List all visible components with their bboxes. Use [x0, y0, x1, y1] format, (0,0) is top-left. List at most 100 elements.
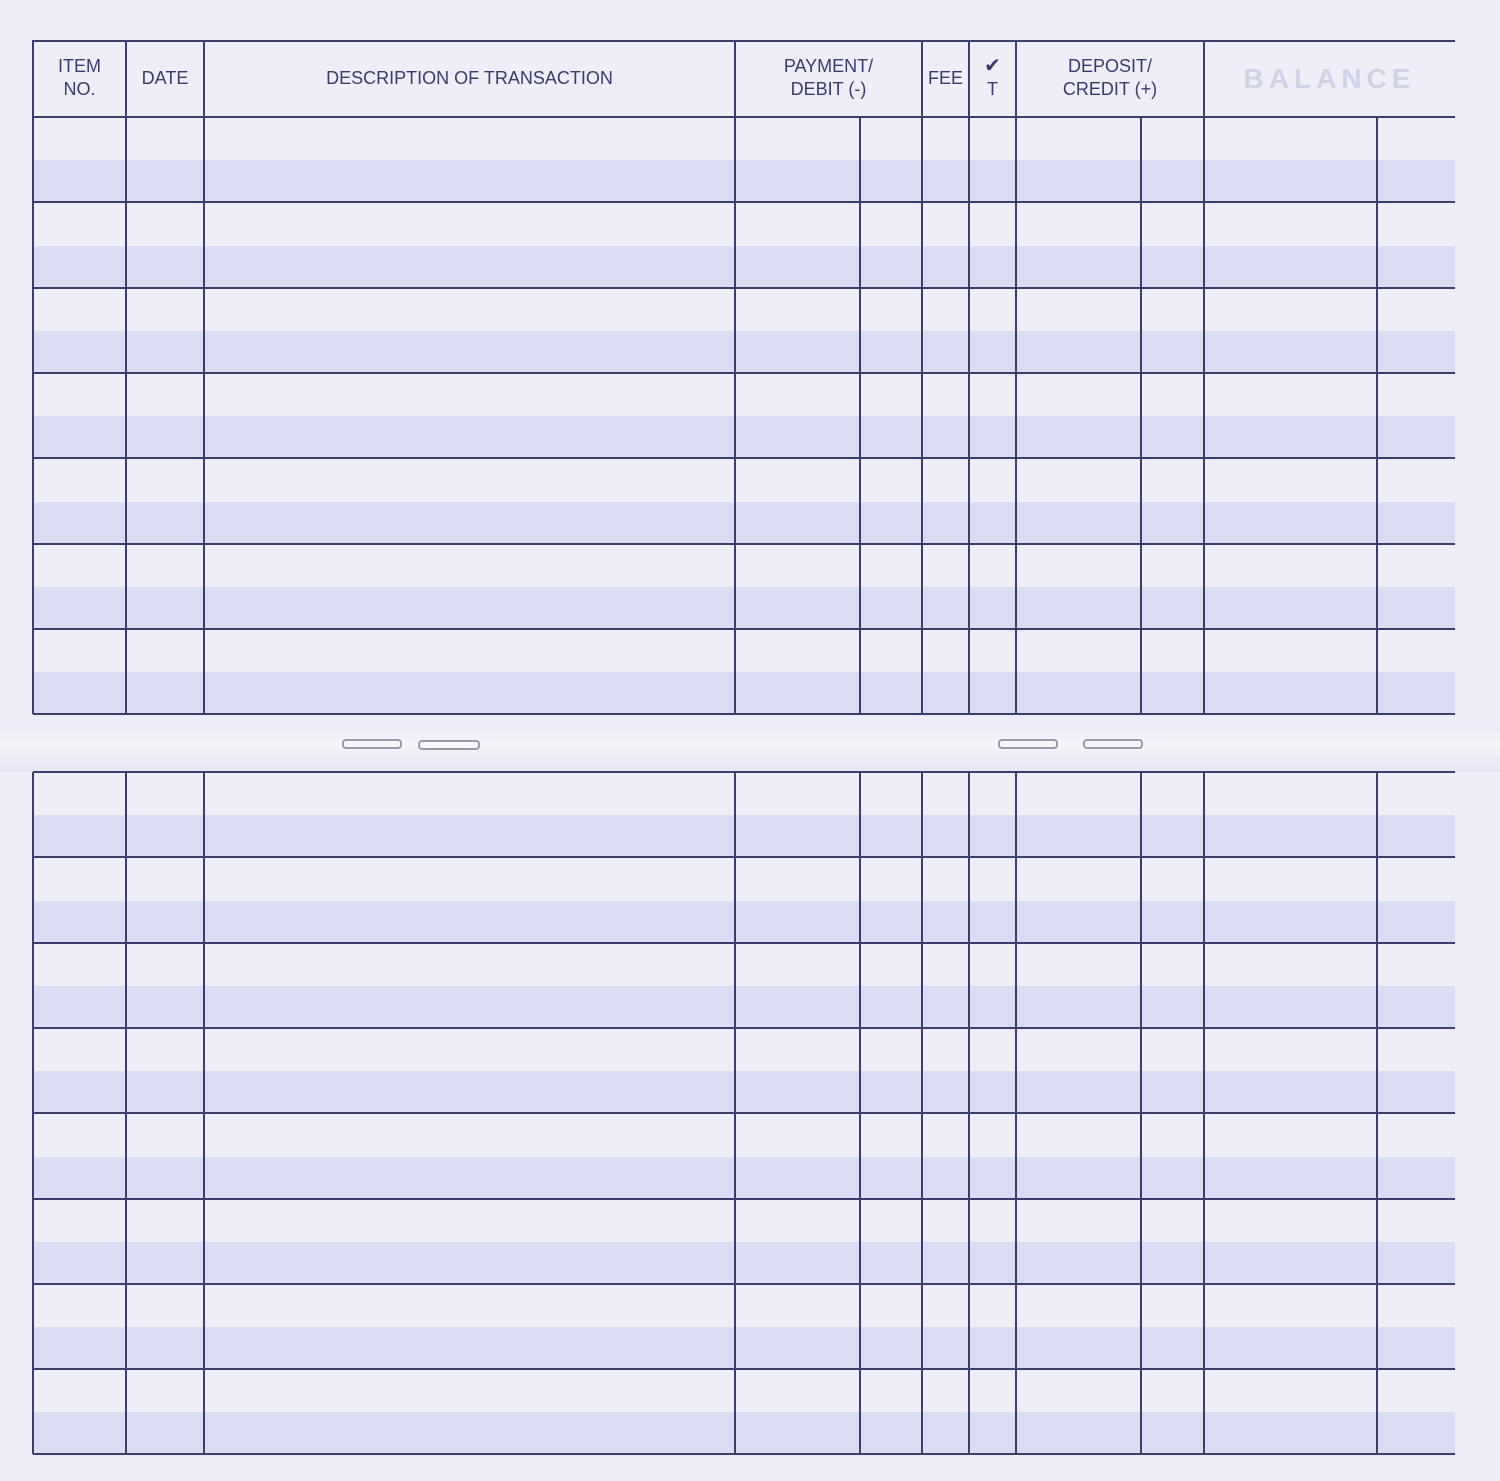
cell-balance-cents[interactable]: [1377, 544, 1455, 629]
cell-fee[interactable]: [922, 857, 969, 942]
cell-deposit-cents[interactable]: [1141, 772, 1204, 857]
cell-payment-cents[interactable]: [860, 857, 922, 942]
cell-date[interactable]: [126, 373, 204, 458]
cell-description[interactable]: [204, 943, 735, 1028]
cell-item-no[interactable]: [33, 629, 126, 714]
cell-item-no[interactable]: [33, 943, 126, 1028]
cell-item-no[interactable]: [33, 857, 126, 942]
cell-balance-dollars[interactable]: [1204, 1113, 1377, 1198]
cell-date[interactable]: [126, 629, 204, 714]
cell-description[interactable]: [204, 544, 735, 629]
cell-cleared[interactable]: [969, 544, 1016, 629]
cell-description[interactable]: [204, 117, 735, 202]
cell-fee[interactable]: [922, 458, 969, 543]
cell-cleared[interactable]: [969, 1113, 1016, 1198]
cell-deposit-cents[interactable]: [1141, 1028, 1204, 1113]
cell-item-no[interactable]: [33, 1369, 126, 1454]
cell-item-no[interactable]: [33, 772, 126, 857]
cell-payment-cents[interactable]: [860, 202, 922, 287]
cell-deposit-cents[interactable]: [1141, 857, 1204, 942]
cell-item-no[interactable]: [33, 202, 126, 287]
cell-payment-cents[interactable]: [860, 772, 922, 857]
cell-cleared[interactable]: [969, 458, 1016, 543]
cell-cleared[interactable]: [969, 629, 1016, 714]
cell-deposit-cents[interactable]: [1141, 1284, 1204, 1369]
cell-date[interactable]: [126, 458, 204, 543]
cell-deposit-cents[interactable]: [1141, 544, 1204, 629]
cell-balance-dollars[interactable]: [1204, 288, 1377, 373]
cell-payment-cents[interactable]: [860, 373, 922, 458]
cell-fee[interactable]: [922, 117, 969, 202]
cell-fee[interactable]: [922, 1369, 969, 1454]
cell-cleared[interactable]: [969, 1284, 1016, 1369]
cell-payment-cents[interactable]: [860, 1113, 922, 1198]
cell-payment-dollars[interactable]: [735, 1369, 860, 1454]
cell-deposit-cents[interactable]: [1141, 943, 1204, 1028]
cell-deposit-dollars[interactable]: [1016, 544, 1141, 629]
cell-description[interactable]: [204, 772, 735, 857]
cell-cleared[interactable]: [969, 1028, 1016, 1113]
cell-balance-dollars[interactable]: [1204, 857, 1377, 942]
cell-description[interactable]: [204, 288, 735, 373]
cell-balance-dollars[interactable]: [1204, 1028, 1377, 1113]
cell-payment-dollars[interactable]: [735, 629, 860, 714]
cell-description[interactable]: [204, 458, 735, 543]
cell-cleared[interactable]: [969, 202, 1016, 287]
cell-deposit-dollars[interactable]: [1016, 1284, 1141, 1369]
cell-deposit-dollars[interactable]: [1016, 1199, 1141, 1284]
cell-balance-cents[interactable]: [1377, 117, 1455, 202]
cell-payment-dollars[interactable]: [735, 458, 860, 543]
cell-deposit-dollars[interactable]: [1016, 1028, 1141, 1113]
cell-balance-cents[interactable]: [1377, 857, 1455, 942]
cell-date[interactable]: [126, 943, 204, 1028]
cell-balance-cents[interactable]: [1377, 1028, 1455, 1113]
cell-fee[interactable]: [922, 1199, 969, 1284]
cell-balance-cents[interactable]: [1377, 772, 1455, 857]
cell-payment-cents[interactable]: [860, 544, 922, 629]
cell-payment-cents[interactable]: [860, 117, 922, 202]
cell-deposit-dollars[interactable]: [1016, 1369, 1141, 1454]
cell-deposit-cents[interactable]: [1141, 1199, 1204, 1284]
cell-fee[interactable]: [922, 373, 969, 458]
cell-deposit-dollars[interactable]: [1016, 458, 1141, 543]
cell-date[interactable]: [126, 1369, 204, 1454]
cell-description[interactable]: [204, 1369, 735, 1454]
cell-cleared[interactable]: [969, 1199, 1016, 1284]
cell-balance-cents[interactable]: [1377, 1369, 1455, 1454]
cell-cleared[interactable]: [969, 857, 1016, 942]
cell-date[interactable]: [126, 544, 204, 629]
cell-fee[interactable]: [922, 943, 969, 1028]
cell-payment-dollars[interactable]: [735, 1199, 860, 1284]
cell-balance-dollars[interactable]: [1204, 629, 1377, 714]
cell-date[interactable]: [126, 772, 204, 857]
cell-balance-dollars[interactable]: [1204, 544, 1377, 629]
cell-date[interactable]: [126, 1284, 204, 1369]
cell-deposit-dollars[interactable]: [1016, 288, 1141, 373]
cell-payment-cents[interactable]: [860, 943, 922, 1028]
cell-date[interactable]: [126, 857, 204, 942]
cell-description[interactable]: [204, 373, 735, 458]
cell-balance-cents[interactable]: [1377, 1199, 1455, 1284]
cell-payment-cents[interactable]: [860, 629, 922, 714]
cell-payment-dollars[interactable]: [735, 544, 860, 629]
cell-payment-dollars[interactable]: [735, 772, 860, 857]
cell-balance-dollars[interactable]: [1204, 373, 1377, 458]
cell-payment-dollars[interactable]: [735, 288, 860, 373]
cell-payment-dollars[interactable]: [735, 117, 860, 202]
cell-balance-cents[interactable]: [1377, 1113, 1455, 1198]
cell-balance-dollars[interactable]: [1204, 1284, 1377, 1369]
cell-balance-dollars[interactable]: [1204, 1369, 1377, 1454]
cell-payment-dollars[interactable]: [735, 1284, 860, 1369]
cell-description[interactable]: [204, 857, 735, 942]
cell-payment-dollars[interactable]: [735, 943, 860, 1028]
cell-payment-cents[interactable]: [860, 1199, 922, 1284]
cell-payment-dollars[interactable]: [735, 1028, 860, 1113]
cell-description[interactable]: [204, 1028, 735, 1113]
cell-balance-dollars[interactable]: [1204, 772, 1377, 857]
cell-deposit-dollars[interactable]: [1016, 117, 1141, 202]
cell-deposit-dollars[interactable]: [1016, 202, 1141, 287]
cell-item-no[interactable]: [33, 1284, 126, 1369]
cell-payment-dollars[interactable]: [735, 373, 860, 458]
cell-cleared[interactable]: [969, 1369, 1016, 1454]
cell-deposit-dollars[interactable]: [1016, 373, 1141, 458]
